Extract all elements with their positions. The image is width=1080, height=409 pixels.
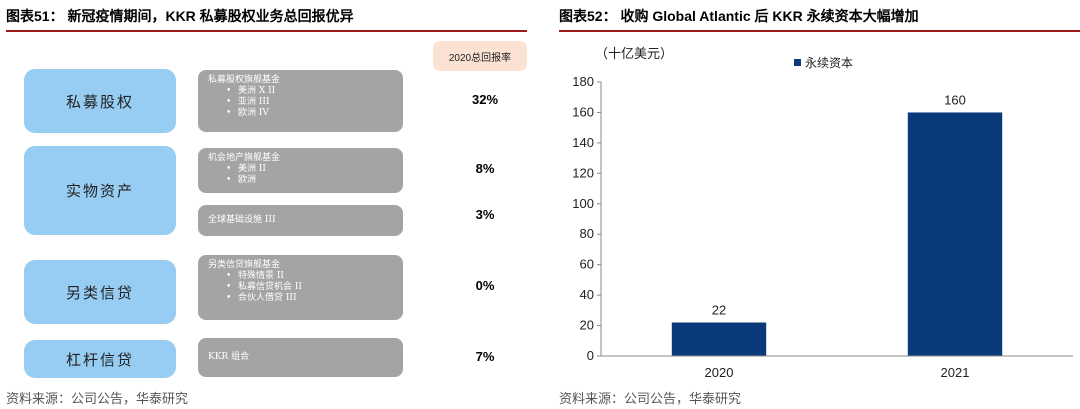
fund-item: 欧洲 [208,175,393,186]
x-axis: 2020 2021 [601,355,1073,380]
fund-box-opportunistic-real-estate: 机会地产旗舰基金 美洲 II 欧洲 [198,148,403,193]
fund-title: 全球基础设施 III [208,215,276,225]
fund-box-alt-credit-flagship: 另类信贷旗舰基金 特殊情景 II 私募信贷机会 II 合伙人借贷 III [198,255,403,320]
fund-box-pe-flagship: 私募股权旗舰基金 美洲 X II 亚洲 III 欧洲 IV [198,70,403,132]
fund-title: 另类信贷旗舰基金 [208,260,281,270]
fund-title: 私募股权旗舰基金 [208,75,281,85]
fund-item: 美洲 II [208,164,393,175]
unit-label: （十亿美元） [595,46,673,61]
return-value-real-estate: 8% [475,161,495,176]
y-tick-label: 80 [580,226,594,241]
fund-item: 欧洲 IV [208,108,393,119]
category-private-equity: 私募股权 [24,69,176,133]
category-leveraged-credit: 杠杆信贷 [24,340,176,378]
data-label: 22 [712,303,726,318]
y-tick-label: 120 [572,165,594,180]
left-source-note: 资料来源：公司公告，华泰研究 [6,392,189,407]
y-tick-label: 160 [572,104,594,119]
category-alternative-credit: 另类信贷 [24,260,176,324]
fund-item: 亚洲 III [208,97,393,108]
x-tick-label: 2021 [941,365,970,380]
fund-title: KKR 组合 [208,352,250,362]
return-value-pe: 32% [471,92,499,107]
y-tick-label: 40 [580,287,594,302]
y-tick-label: 20 [580,318,594,333]
data-label: 160 [944,92,966,107]
right-panel: 图表52： 收购 Global Atlantic 后 KKR 永续资本大幅增加 … [553,0,1080,409]
left-panel-title: 图表51： 新冠疫情期间，KKR 私募股权业务总回报优异 [6,8,354,24]
bar-2020 [671,322,767,356]
y-tick-label: 100 [572,196,594,211]
bar-2021 [907,112,1003,356]
y-tick-label: 140 [572,135,594,150]
right-title-rule [559,30,1080,32]
fund-item: 特殊情景 II [208,271,393,282]
category-real-assets: 实物资产 [24,146,176,235]
y-tick-label: 180 [572,74,594,89]
legend-label: 永续资本 [805,56,853,70]
fund-item: 合伙人借贷 III [208,293,393,304]
y-tick-label: 0 [587,348,594,363]
right-source-note: 资料来源：公司公告，华泰研究 [559,392,742,407]
x-tick-label: 2020 [705,365,734,380]
return-value-kkr-portfolio: 7% [475,349,495,364]
legend: 永续资本 [794,56,853,70]
bar-chart: （十亿美元） 永续资本 0 20 40 60 80 100 120 140 160 180 22 1… [572,46,1073,380]
legend-swatch [794,59,801,66]
fund-box-kkr-portfolio: KKR 组合 [198,338,403,377]
fund-item: 私募信贷机会 II [208,282,393,293]
y-axis: 0 20 40 60 80 100 120 140 160 180 [572,74,602,363]
right-panel-title: 图表52： 收购 Global Atlantic 后 KKR 永续资本大幅增加 [559,8,919,24]
left-title-rule [6,30,527,32]
fund-title: 机会地产旗舰基金 [208,153,281,163]
left-panel: 图表51： 新冠疫情期间，KKR 私募股权业务总回报优异 2020总回报率 私募… [0,0,527,409]
return-header: 2020总回报率 [433,41,527,71]
return-value-infrastructure: 3% [475,207,495,222]
fund-box-global-infrastructure: 全球基础设施 III [198,205,403,236]
fund-item: 美洲 X II [208,86,393,97]
bars: 22 160 [671,92,1003,356]
return-value-alt-credit: 0% [475,278,495,293]
y-tick-label: 60 [580,257,594,272]
